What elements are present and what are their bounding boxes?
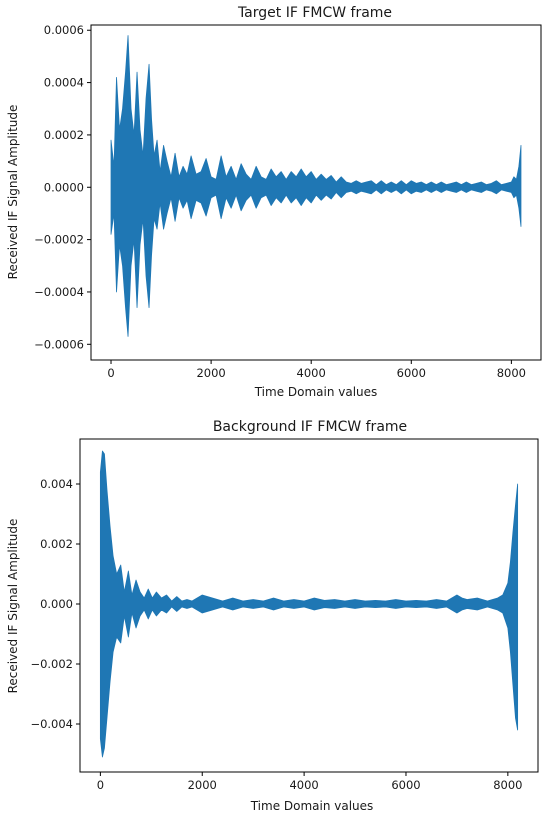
axes-frame	[79, 438, 539, 773]
x-tick-label: 6000	[397, 366, 426, 380]
signal-series	[99, 450, 519, 758]
x-tick-label: 2000	[196, 366, 225, 380]
x-tick-label: 2000	[188, 778, 217, 792]
chart-title: Target IF FMCW frame	[237, 5, 392, 21]
y-tick-label: −0.0006	[34, 337, 84, 351]
y-tick-label: 0.002	[40, 537, 73, 551]
x-axis-label: Time Domain values	[254, 385, 378, 399]
y-tick-label: −0.0004	[34, 285, 84, 299]
background-chart: Background IF FMCW frame 0 2000 4000 6000 80…	[6, 419, 539, 813]
x-tick-label: 4000	[297, 366, 326, 380]
axes-frame	[90, 24, 542, 361]
y-tick-label: −0.002	[30, 657, 73, 671]
plot-area	[99, 450, 519, 758]
axis-ticks: 0 2000 4000 6000 8000 −0.004 −0.002 0.000 0.002 0…	[30, 477, 522, 792]
x-tick-label: 8000	[493, 778, 522, 792]
x-tick-label: 4000	[289, 778, 318, 792]
y-axis-label: Received IF Signal Amplitude	[6, 105, 20, 280]
y-tick-label: 0.0006	[44, 23, 84, 37]
axis-ticks: 0 2000 4000 6000 8000 −0.0006 −0.0004 −0.0002 0.…	[34, 23, 526, 380]
x-tick-label: 6000	[391, 778, 420, 792]
y-tick-label: −0.0002	[34, 233, 84, 247]
y-tick-label: 0.0002	[44, 128, 84, 142]
x-tick-label: 0	[97, 778, 104, 792]
signal-series	[110, 35, 522, 337]
plot-area	[110, 35, 522, 337]
x-tick-label: 8000	[497, 366, 526, 380]
y-tick-label: 0.000	[40, 597, 73, 611]
y-tick-label: 0.0004	[44, 76, 84, 90]
y-tick-label: 0.004	[40, 477, 73, 491]
chart-title: Background IF FMCW frame	[213, 419, 407, 435]
x-axis-label: Time Domain values	[250, 799, 374, 813]
y-tick-label: −0.004	[30, 717, 73, 731]
target-chart: Target IF FMCW frame 0 2000 4000 6000 8000 −0…	[6, 5, 542, 399]
y-tick-label: 0.0000	[44, 180, 84, 194]
x-tick-label: 0	[107, 366, 114, 380]
y-axis-label: Received IF Signal Amplitude	[6, 519, 20, 694]
